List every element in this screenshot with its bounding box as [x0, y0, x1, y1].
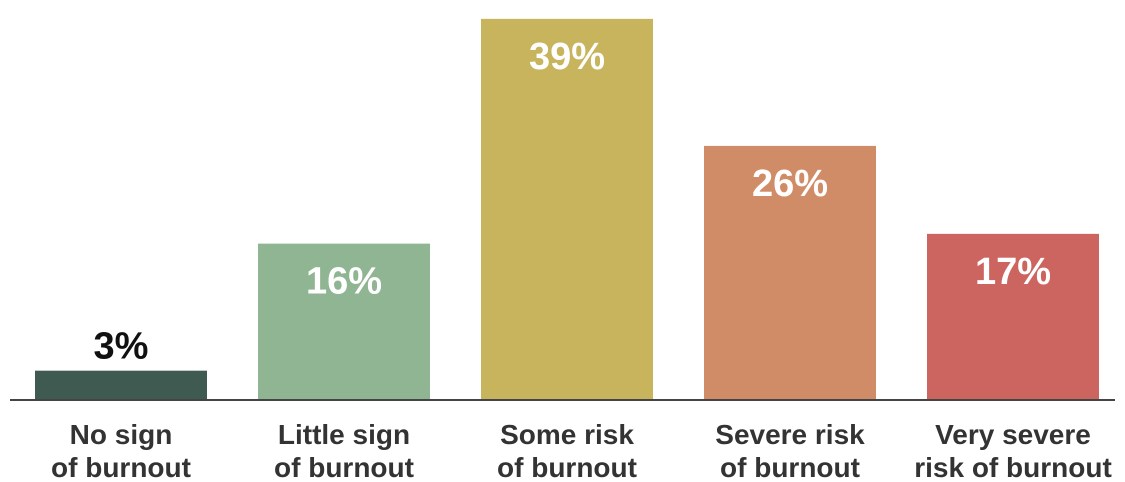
category-label-0-line-1: of burnout: [51, 452, 191, 482]
category-label-1-line-1: of burnout: [274, 452, 414, 482]
bar-3: [704, 145, 876, 400]
bar-2: [481, 18, 653, 400]
category-label-4-line-1: risk of burnout: [914, 452, 1112, 482]
bar-0: [35, 370, 207, 400]
category-label-3-line-1: of burnout: [720, 452, 860, 482]
bars-group: [35, 18, 1099, 400]
bar-value-label-3: 26%: [752, 163, 828, 205]
value-labels-group: 3% 16% 39% 26% 17%: [94, 36, 1051, 368]
category-label-2-line-1: of burnout: [497, 452, 637, 482]
bar-value-label-0: 3%: [94, 326, 149, 368]
bar-value-label-2: 39%: [529, 36, 605, 78]
category-label-4-line-0: Very severe: [935, 419, 1091, 450]
category-label-0-line-0: No sign: [70, 419, 173, 450]
category-label-2-line-0: Some risk: [500, 419, 634, 450]
bar-value-label-1: 16%: [306, 261, 382, 303]
category-label-3-line-0: Severe risk: [715, 419, 865, 450]
bar-1: [258, 243, 430, 400]
bar-4: [927, 233, 1099, 400]
bar-value-label-4: 17%: [975, 251, 1051, 293]
category-label-1-line-0: Little sign: [278, 419, 410, 450]
